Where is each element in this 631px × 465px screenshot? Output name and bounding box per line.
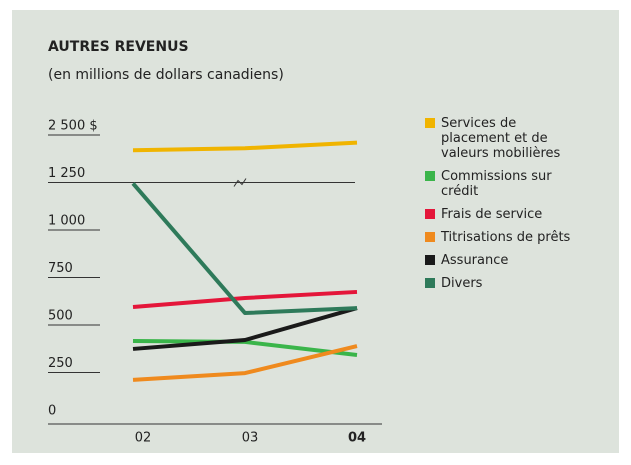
legend-label: Frais de service	[441, 207, 543, 222]
chart-title: AUTRES REVENUS	[48, 39, 189, 55]
y-tick-label: 2 500 $	[48, 119, 98, 134]
legend-item: Assurance	[425, 253, 585, 268]
panel	[12, 10, 619, 453]
series-line	[132, 344, 358, 382]
legend: Services de placement et de valeurs mobi…	[425, 116, 585, 299]
axis-break-symbol	[233, 178, 247, 187]
legend-item: Frais de service	[425, 207, 585, 222]
y-tick-label: 750	[48, 261, 73, 276]
legend-item: Titrisations de prêts	[425, 230, 585, 245]
y-tick-label: 500	[48, 309, 73, 324]
legend-label: Services de placement et de valeurs mobi…	[441, 116, 561, 161]
legend-swatch	[425, 255, 435, 265]
series-line	[132, 306, 358, 351]
chart-subtitle: (en millions de dollars canadiens)	[48, 67, 284, 83]
legend-item: Services de placement et de valeurs mobi…	[425, 116, 585, 161]
series-line	[132, 289, 358, 309]
y-tick-label: 1 000	[48, 214, 85, 229]
x-tick-label: 04	[348, 431, 366, 446]
x-tick-label: 03	[242, 431, 259, 446]
y-tick-label: 0	[48, 404, 56, 419]
series-line	[131, 182, 358, 316]
legend-label: Commissions sur crédit	[441, 169, 552, 199]
legend-swatch	[425, 209, 435, 219]
legend-item: Divers	[425, 276, 585, 291]
legend-swatch	[425, 232, 435, 242]
legend-label: Divers	[441, 276, 483, 291]
x-tick-label: 02	[135, 431, 152, 446]
legend-swatch	[425, 171, 435, 181]
legend-label: Assurance	[441, 253, 509, 268]
y-tick-label: 1 250	[48, 166, 85, 181]
legend-swatch	[425, 278, 435, 288]
legend-swatch	[425, 118, 435, 128]
y-tick-label: 250	[48, 356, 73, 371]
legend-label: Titrisations de prêts	[441, 230, 571, 245]
series-line	[132, 140, 358, 153]
legend-item: Commissions sur crédit	[425, 169, 585, 199]
